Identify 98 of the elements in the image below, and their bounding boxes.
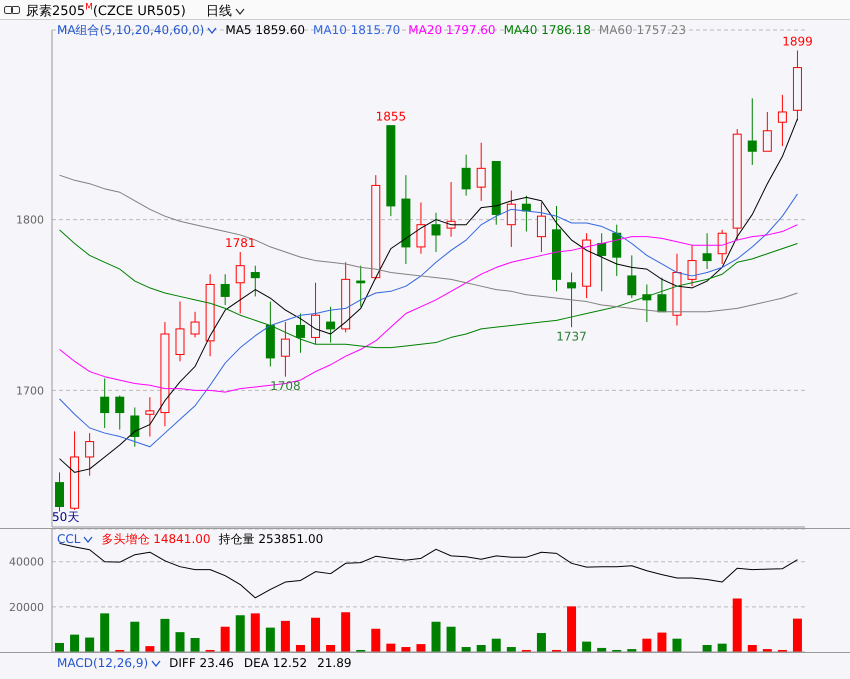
candlestick (748, 98, 757, 166)
candlestick (326, 306, 336, 344)
candlestick (206, 274, 215, 357)
annotation: 1708 (270, 379, 301, 394)
candlestick (612, 224, 622, 276)
bar (160, 618, 170, 652)
bar (567, 606, 576, 652)
candlestick (100, 378, 110, 428)
bar (371, 628, 380, 652)
candlestick (702, 232, 712, 270)
line-series (59, 193, 798, 448)
bar (732, 598, 742, 652)
annotation: 50天 (52, 510, 80, 524)
bar (582, 642, 592, 652)
text: MA5 1859.60 (225, 23, 305, 37)
bar (145, 646, 154, 652)
candlestick (792, 50, 802, 122)
bar (432, 622, 441, 652)
candlestick (597, 232, 606, 292)
bar (492, 638, 501, 652)
y-tick-label: 20000 (9, 600, 44, 614)
bar (311, 618, 320, 652)
text: DEA 12.52 (244, 656, 308, 670)
bar (326, 645, 336, 652)
bar (536, 633, 546, 652)
bar (130, 622, 140, 652)
annotation: 1899 (782, 34, 813, 48)
candlestick (672, 253, 682, 326)
text: MA40 1786.18 (504, 23, 591, 37)
line-series (59, 174, 798, 312)
bar (657, 632, 666, 652)
text: MACD(12,26,9) (57, 656, 148, 670)
bar (748, 645, 757, 652)
bar (386, 644, 396, 652)
bar (462, 647, 471, 652)
candlestick (85, 432, 94, 476)
y-tick-label: 1700 (16, 384, 44, 398)
chart-title: 尿素2505$^{M}$(CZCE UR505) (26, 2, 186, 19)
candlestick (236, 252, 245, 314)
bar (70, 634, 80, 652)
bar (296, 645, 305, 652)
bar (280, 620, 290, 652)
y-tick-label: 40000 (9, 556, 44, 569)
annotation: 1781 (224, 236, 256, 250)
text: MA60 1757.23 (598, 23, 686, 37)
candlestick (567, 272, 576, 328)
bar (702, 645, 712, 652)
bar (341, 612, 350, 652)
bar (250, 613, 260, 652)
bar (85, 638, 94, 652)
legend-title: MA组合(5,10,20,40,60,0) (57, 23, 204, 37)
text: MA10 1815.70 (313, 23, 400, 37)
line-series (59, 224, 798, 393)
candlestick (506, 190, 516, 248)
candlestick (536, 202, 546, 253)
bar (416, 644, 426, 652)
candlestick (552, 205, 561, 292)
bar (672, 638, 682, 652)
candlestick (175, 301, 184, 362)
bar (55, 642, 64, 652)
candlestick (356, 265, 366, 308)
bar (476, 645, 486, 652)
chart-title: CCL (57, 532, 80, 546)
bar (506, 647, 516, 652)
annotation: 1737 (556, 330, 587, 344)
candlestick (145, 396, 154, 437)
candlestick (130, 406, 140, 448)
candlestick (778, 94, 787, 147)
candlestick (55, 472, 64, 512)
candlestick (432, 212, 441, 253)
bar (266, 628, 275, 652)
candlestick (582, 232, 592, 299)
bar (175, 632, 184, 652)
bar (446, 626, 456, 652)
candlestick (250, 265, 260, 297)
bar (718, 644, 727, 652)
annotation: 1855 (376, 110, 406, 124)
candlestick (220, 274, 230, 306)
text: 多头增仓 14841.00 (101, 532, 211, 546)
candlestick (160, 322, 170, 427)
y-tick-label: 1800 (16, 213, 44, 226)
candlestick (642, 284, 652, 323)
bar (236, 615, 245, 652)
bar (642, 638, 652, 652)
bar (401, 647, 410, 652)
chart-subtitle: 日线 (206, 4, 232, 19)
bar (792, 618, 802, 652)
bar (220, 626, 230, 652)
text: 21.89 (317, 656, 352, 670)
bar (100, 613, 110, 652)
text: MA20 1797.60 (408, 23, 496, 37)
candlestick (476, 142, 486, 202)
candlestick (732, 128, 742, 241)
candlestick (401, 174, 410, 264)
bar (190, 638, 200, 652)
text: 持仓量 253851.00 (218, 532, 324, 546)
candlestick (280, 322, 290, 378)
text: DIFF 23.46 (169, 656, 234, 670)
